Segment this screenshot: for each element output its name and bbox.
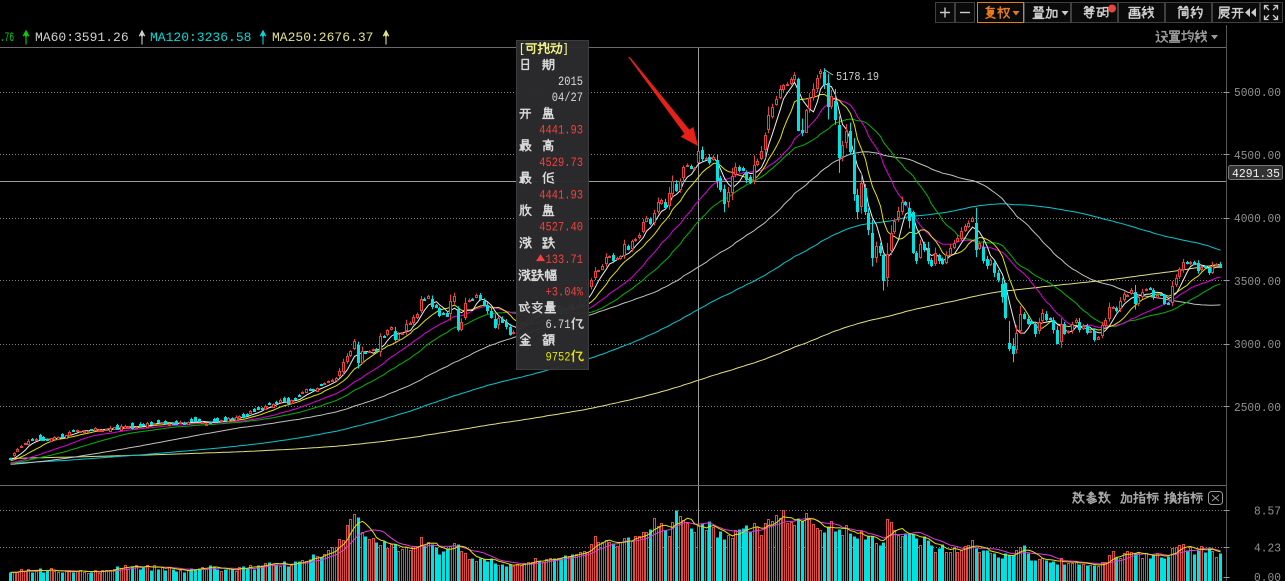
svg-text:+3.04%: +3.04% [546, 286, 584, 300]
svg-text:MA250:2676.37: MA250:2676.37 [272, 30, 373, 45]
svg-text:]: ] [564, 41, 568, 56]
svg-text:6.71: 6.71 [546, 318, 571, 332]
svg-text:MA120:3236.58: MA120:3236.58 [150, 30, 251, 45]
svg-text:4441.93: 4441.93 [539, 124, 583, 138]
svg-text:5178.19: 5178.19 [836, 70, 879, 84]
svg-text:2500.00: 2500.00 [1234, 401, 1281, 415]
svg-text:4.23: 4.23 [1254, 542, 1281, 556]
svg-text:4000.00: 4000.00 [1234, 212, 1281, 226]
svg-text:4529.73: 4529.73 [539, 156, 583, 170]
svg-text:133.71: 133.71 [546, 253, 584, 267]
svg-text:5000.00: 5000.00 [1234, 86, 1281, 100]
svg-text:4500.00: 4500.00 [1234, 149, 1281, 163]
svg-text:4291.35: 4291.35 [1232, 167, 1280, 181]
svg-text:2015: 2015 [558, 75, 583, 89]
svg-text:.76: .76 [0, 30, 14, 45]
svg-text:4527.40: 4527.40 [539, 221, 583, 235]
svg-text:4441.93: 4441.93 [539, 188, 583, 202]
svg-text:3500.00: 3500.00 [1234, 275, 1281, 289]
svg-text:8.57: 8.57 [1254, 505, 1281, 519]
svg-text:0.00: 0.00 [1254, 571, 1281, 581]
svg-text:04/27: 04/27 [552, 91, 583, 105]
svg-text:3000.00: 3000.00 [1234, 338, 1281, 352]
svg-text:9752: 9752 [546, 350, 571, 364]
svg-text:[: [ [520, 41, 524, 56]
svg-text:MA60:3591.26: MA60:3591.26 [35, 30, 129, 45]
